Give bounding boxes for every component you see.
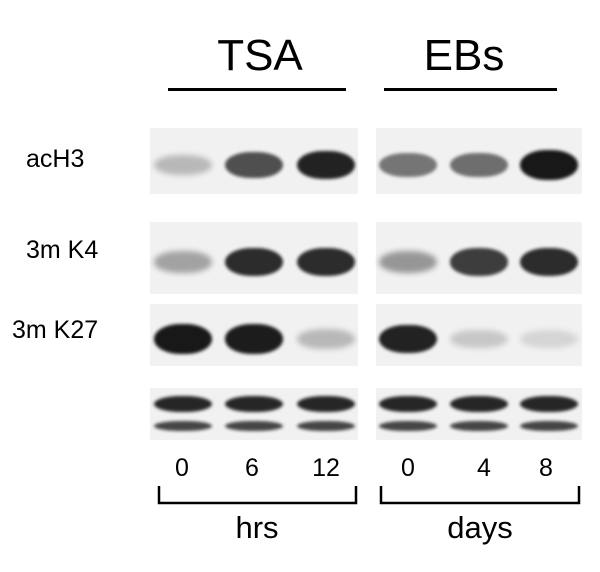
blot-band [154,396,212,412]
blot-band [450,329,508,349]
blot-band [297,421,355,431]
header-underline-tsa [168,88,346,91]
lane-label-ebs-8: 8 [539,454,553,482]
blot-band [154,421,212,431]
lane-label-ebs-0: 0 [401,454,415,482]
blot-band [379,421,437,431]
lane-label-tsa-0: 0 [175,454,189,482]
blot-band [225,324,283,354]
blot-band [450,248,508,276]
blot-band [297,247,355,277]
blot-band [379,324,437,354]
lane-label-ebs-4: 4 [477,454,491,482]
blot-band [225,421,283,431]
blot-band [520,396,578,412]
unit-label-days: days [447,510,513,545]
blot-band [225,396,283,412]
blot-band [297,396,355,412]
blot-band [379,153,437,177]
blot-band [154,155,212,175]
lane-label-tsa-6: 6 [245,454,259,482]
row-label-ach3: acH3 [26,145,85,173]
blot-band [297,329,355,349]
blot-band [520,247,578,277]
blot-band [520,421,578,431]
lane-label-tsa-12: 12 [312,454,340,482]
unit-label-hrs: hrs [235,510,279,545]
blot-band [520,150,578,180]
blot-band [379,251,437,273]
blot-band [225,151,283,179]
blot-band [225,247,283,277]
blot-band [450,421,508,431]
blot-band [297,150,355,180]
blot-band [379,396,437,412]
header-underline-ebs [384,88,557,91]
blot-band [154,324,212,354]
blot-band [450,396,508,412]
blot-band [520,329,578,349]
row-label-3mk27: 3m K27 [12,316,99,344]
blot-band [154,251,212,273]
row-label-3mk4: 3m K4 [26,236,99,264]
blot-band [450,152,508,178]
group-header-ebs: EBs [423,31,505,80]
group-header-tsa: TSA [217,31,303,80]
